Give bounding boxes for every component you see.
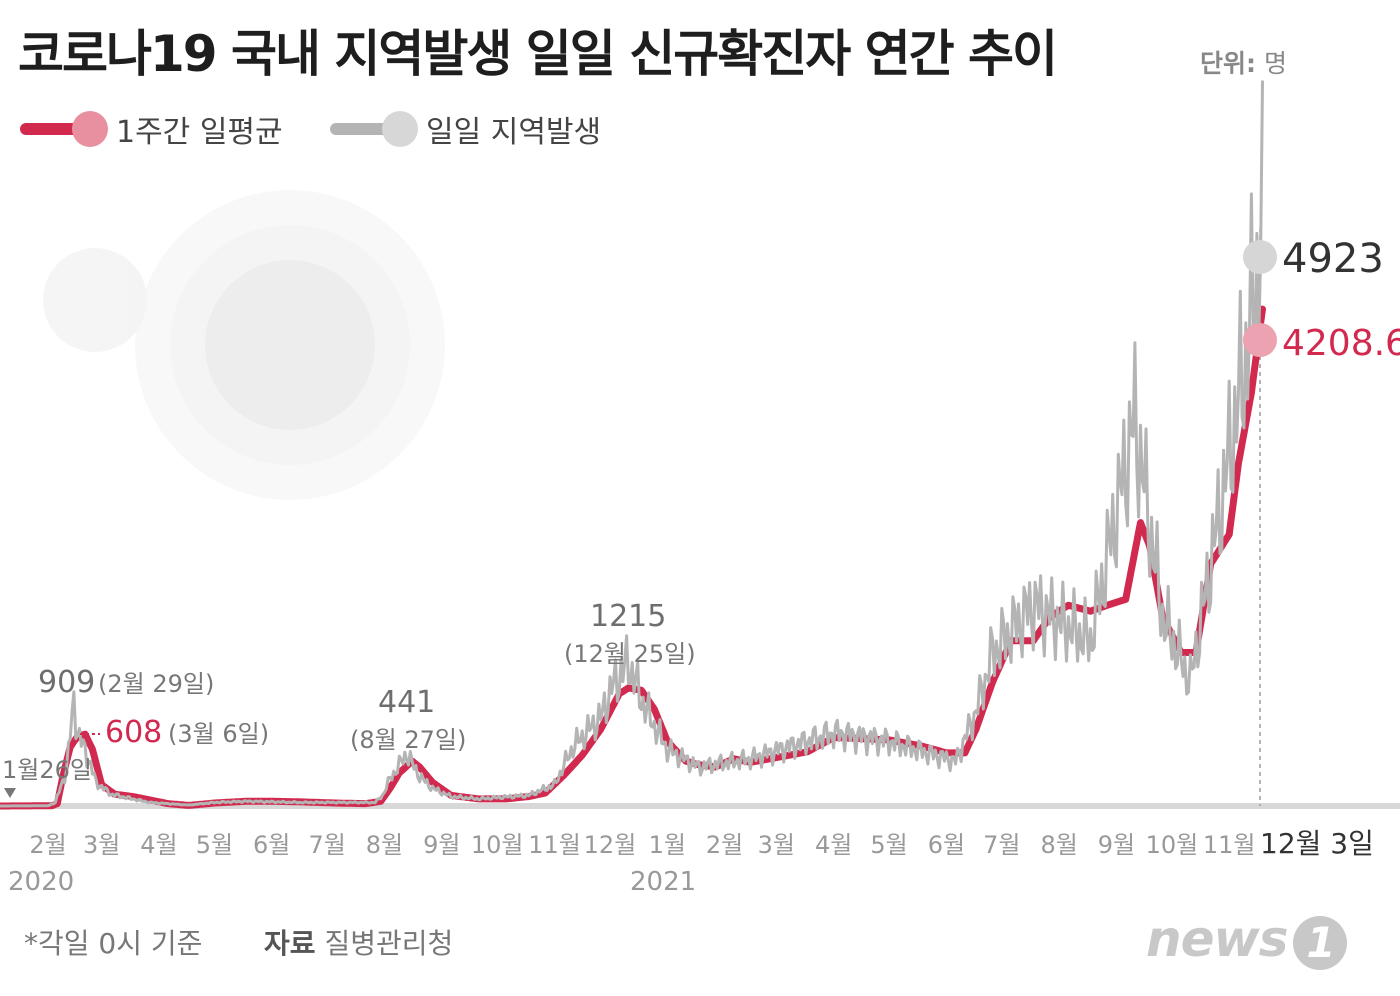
x-tick-label: 6월: [253, 831, 290, 859]
x-tick-label: 8월: [1040, 831, 1077, 859]
year-label-2020: 2020: [8, 867, 74, 897]
annotation-441-value: 441: [378, 685, 435, 720]
annotation-608-value: 608: [105, 715, 162, 750]
legend-daily-label: 일일 지역발생: [426, 115, 602, 150]
x-tick-label: 9월: [423, 831, 460, 859]
annotation-909-value: 909: [38, 665, 95, 700]
start-marker-arrow: [4, 788, 16, 798]
x-axis-ticks: 2월 3월 4월 5월 6월 7월 8월 9월 10월 11월 12월 1월 2월 3월 4월 5월 6월 7월 8…: [29, 831, 1255, 859]
end-value-daily: 4923: [1282, 236, 1384, 282]
year-label-2021: 2021: [630, 867, 696, 897]
source-note: 자료 질병관리청: [264, 927, 454, 960]
annotation-441-date: (8월 27일): [350, 726, 466, 754]
x-tick-label: 9월: [1098, 831, 1135, 859]
end-point-avg: [1243, 323, 1277, 357]
news1-logo: news 1: [1146, 910, 1348, 970]
x-tick-label: 4월: [815, 831, 852, 859]
x-tick-label: 5월: [870, 831, 907, 859]
virus-illustration: [43, 190, 445, 500]
x-tick-label: 7월: [308, 831, 345, 859]
start-marker-label: 1월26일: [2, 756, 92, 784]
legend-weekly-avg: 1주간 일평균: [20, 104, 283, 154]
legend-daily-swatch: [330, 109, 418, 149]
end-date-label: 12월 3일: [1260, 827, 1374, 860]
legend-weekly-avg-label: 1주간 일평균: [116, 115, 283, 150]
x-tick-label: 10월: [471, 831, 524, 859]
unit-label: 단위: 명: [1200, 49, 1287, 78]
x-tick-label: 11월: [1203, 831, 1256, 859]
x-tick-label: 11월: [528, 831, 581, 859]
annotation-608-date: (3월 6일): [168, 720, 269, 748]
x-tick-label: 2월: [706, 831, 743, 859]
x-tick-label: 7월: [983, 831, 1020, 859]
x-tick-label: 8월: [366, 831, 403, 859]
legend-daily: 일일 지역발생: [330, 104, 601, 154]
annotation-1215-date: (12월 25일): [564, 640, 696, 668]
series-daily-line: [0, 80, 1264, 808]
x-tick-label: 10월: [1146, 831, 1199, 859]
end-point-daily: [1243, 240, 1277, 274]
x-tick-label: 4월: [140, 831, 177, 859]
x-tick-label: 5월: [196, 831, 233, 859]
annotation-1215-value: 1215: [590, 599, 666, 634]
chart-title: 코로나19 국내 지역발생 일일 신규확진자 연간 추이: [18, 25, 1058, 83]
x-tick-label: 3월: [83, 831, 120, 859]
series-layer: [0, 80, 1266, 810]
footnote-basis: *각일 0시 기준: [24, 927, 203, 960]
x-tick-label: 12월: [584, 831, 637, 859]
x-tick-label: 2월: [29, 831, 66, 859]
end-value-avg: 4208.6: [1282, 323, 1400, 364]
annotation-909-date: (2월 29일): [98, 670, 214, 698]
x-tick-label: 3월: [758, 831, 795, 859]
legend-weekly-avg-swatch: [20, 109, 108, 149]
x-tick-label: 1월: [649, 831, 686, 859]
x-tick-label: 6월: [928, 831, 965, 859]
